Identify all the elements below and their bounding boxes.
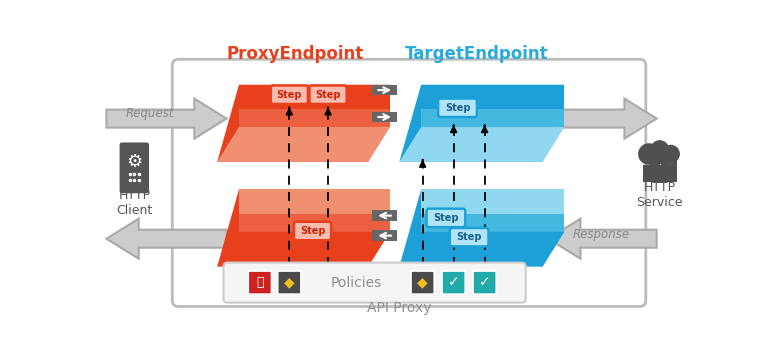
Polygon shape xyxy=(372,112,397,122)
Text: Response: Response xyxy=(573,228,629,241)
FancyBboxPatch shape xyxy=(442,271,465,294)
Text: Request: Request xyxy=(126,107,174,120)
Text: ◆: ◆ xyxy=(284,276,294,289)
Circle shape xyxy=(650,140,669,158)
FancyBboxPatch shape xyxy=(172,59,646,306)
Circle shape xyxy=(647,151,663,166)
FancyBboxPatch shape xyxy=(224,263,526,303)
Polygon shape xyxy=(399,190,564,267)
Polygon shape xyxy=(372,210,397,221)
Polygon shape xyxy=(239,190,390,214)
Polygon shape xyxy=(421,214,564,232)
Text: API Proxy: API Proxy xyxy=(367,301,432,315)
Circle shape xyxy=(661,145,680,163)
FancyBboxPatch shape xyxy=(277,271,301,294)
Polygon shape xyxy=(239,214,390,232)
Polygon shape xyxy=(218,127,390,162)
Polygon shape xyxy=(421,190,564,214)
Text: 🔒: 🔒 xyxy=(256,276,263,289)
Text: HTTP
Service: HTTP Service xyxy=(636,181,683,209)
Text: TargetEndpoint: TargetEndpoint xyxy=(405,45,549,63)
Polygon shape xyxy=(372,230,397,241)
FancyBboxPatch shape xyxy=(248,271,271,294)
Text: ✓: ✓ xyxy=(448,276,459,289)
Polygon shape xyxy=(399,232,564,267)
Text: Step: Step xyxy=(300,226,326,236)
Polygon shape xyxy=(218,85,390,162)
Polygon shape xyxy=(372,85,397,96)
Polygon shape xyxy=(399,85,564,162)
Text: HTTP
Client: HTTP Client xyxy=(117,189,152,216)
FancyBboxPatch shape xyxy=(438,98,477,117)
Circle shape xyxy=(638,143,660,165)
Polygon shape xyxy=(549,219,657,259)
Circle shape xyxy=(658,151,674,166)
Bar xyxy=(650,154,657,165)
FancyBboxPatch shape xyxy=(450,228,489,246)
Text: Step: Step xyxy=(444,103,470,113)
Polygon shape xyxy=(218,190,390,267)
Polygon shape xyxy=(106,98,227,139)
FancyBboxPatch shape xyxy=(270,85,308,104)
Text: ProxyEndpoint: ProxyEndpoint xyxy=(226,45,364,63)
FancyBboxPatch shape xyxy=(309,85,347,104)
Bar xyxy=(661,154,667,165)
Text: Policies: Policies xyxy=(331,276,382,289)
Text: ✓: ✓ xyxy=(479,276,490,289)
Polygon shape xyxy=(239,85,390,109)
Text: Step: Step xyxy=(433,213,458,223)
Polygon shape xyxy=(239,109,390,127)
Polygon shape xyxy=(421,109,564,127)
Text: ◆: ◆ xyxy=(417,276,428,289)
FancyBboxPatch shape xyxy=(473,271,497,294)
Text: Step: Step xyxy=(277,90,302,100)
FancyBboxPatch shape xyxy=(411,271,434,294)
Text: Step: Step xyxy=(315,90,341,100)
Text: ⚙: ⚙ xyxy=(126,153,142,171)
FancyBboxPatch shape xyxy=(294,222,331,240)
Polygon shape xyxy=(399,127,564,162)
FancyBboxPatch shape xyxy=(427,209,465,227)
FancyBboxPatch shape xyxy=(120,143,149,193)
Polygon shape xyxy=(549,98,657,139)
Text: Step: Step xyxy=(456,232,482,242)
Polygon shape xyxy=(218,232,390,267)
Bar xyxy=(671,154,677,165)
Polygon shape xyxy=(421,85,564,109)
Bar xyxy=(643,165,677,182)
Polygon shape xyxy=(106,219,227,259)
